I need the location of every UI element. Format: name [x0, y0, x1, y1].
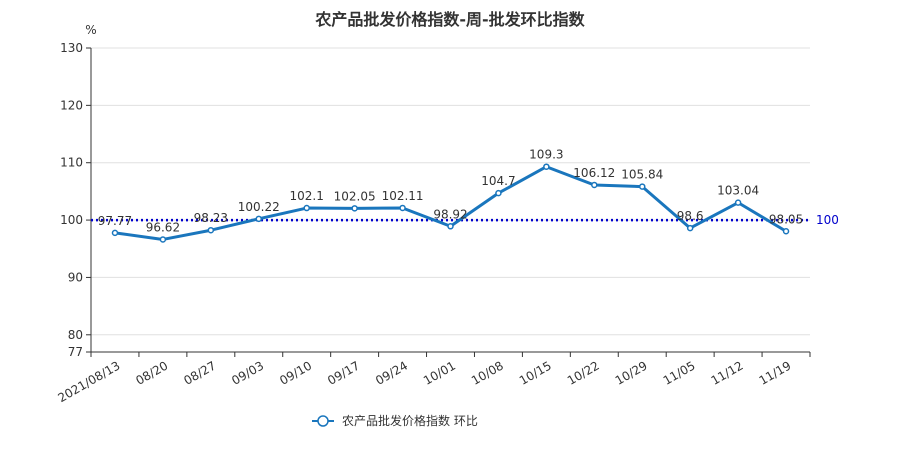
data-labels: 97.77 96.62 98.23 100.22 102.1 102.05 102.11 98… [98, 148, 803, 235]
data-label: 109.3 [529, 148, 563, 162]
x-tick-label: 2021/08/13 [56, 358, 123, 405]
data-label: 100.22 [238, 200, 280, 214]
data-label: 105.84 [621, 168, 663, 182]
data-label: 102.05 [334, 189, 376, 203]
reference-line-group: 100 [91, 213, 839, 227]
data-point [447, 223, 454, 230]
y-axis-unit: % [85, 23, 96, 37]
data-point [734, 199, 742, 206]
data-point [111, 229, 119, 237]
data-label: 102.1 [290, 189, 324, 203]
x-tick-label: 08/20 [133, 358, 170, 387]
x-tick-label: 10/08 [469, 358, 506, 387]
y-tick-label: 80 [68, 328, 83, 342]
data-label: 98.92 [433, 207, 467, 221]
y-tick-label: 90 [68, 270, 83, 284]
x-tick-label: 08/27 [181, 358, 218, 387]
x-tick-label: 10/15 [517, 358, 554, 387]
data-point [303, 204, 310, 212]
data-point [543, 163, 550, 170]
x-tick-label: 09/17 [325, 358, 362, 387]
data-label: 98.05 [769, 212, 803, 226]
y-tick-label: 100 [60, 213, 83, 227]
data-label: 98.23 [194, 211, 228, 225]
x-tick-label: 11/19 [757, 358, 794, 387]
y-tick-label: 120 [60, 98, 83, 112]
data-point [399, 204, 406, 212]
reference-line-label: 100 [816, 213, 839, 227]
gridlines [91, 47, 810, 336]
data-point [255, 215, 263, 223]
y-tick-label: 130 [60, 41, 83, 55]
x-tick-label: 10/29 [613, 358, 650, 387]
data-point [207, 226, 215, 234]
x-tick-label: 09/10 [277, 358, 314, 387]
data-point [495, 189, 502, 197]
data-point [159, 236, 167, 243]
x-tick-label: 11/12 [709, 358, 746, 387]
data-point [782, 228, 790, 235]
data-label: 96.62 [146, 220, 180, 234]
data-label: 97.77 [98, 214, 132, 228]
x-tick-label: 09/24 [373, 358, 410, 387]
data-label: 103.04 [717, 184, 759, 198]
x-tick-label: 09/03 [229, 358, 266, 387]
x-tick-label: 11/05 [661, 358, 698, 387]
y-tick-label: 110 [60, 156, 83, 170]
data-point [638, 183, 646, 190]
legend-label: 农产品批发价格指数 环比 [342, 413, 478, 428]
data-point [591, 181, 598, 189]
data-point [686, 224, 694, 232]
data-label: 106.12 [573, 166, 615, 180]
y-tick-label: 77 [68, 345, 83, 359]
data-label: 98.6 [677, 209, 704, 223]
x-tick-label: 10/01 [421, 358, 458, 387]
data-point [351, 205, 358, 212]
legend[interactable]: 农产品批发价格指数 环比 [312, 413, 478, 428]
legend-marker-icon [317, 415, 329, 427]
data-label: 104.7 [481, 174, 515, 188]
series-group [111, 163, 790, 243]
x-tick-label: 10/22 [565, 358, 602, 387]
data-label: 102.11 [382, 189, 424, 203]
chart-title: 农产品批发价格指数-周-批发环比指数 [315, 10, 585, 29]
